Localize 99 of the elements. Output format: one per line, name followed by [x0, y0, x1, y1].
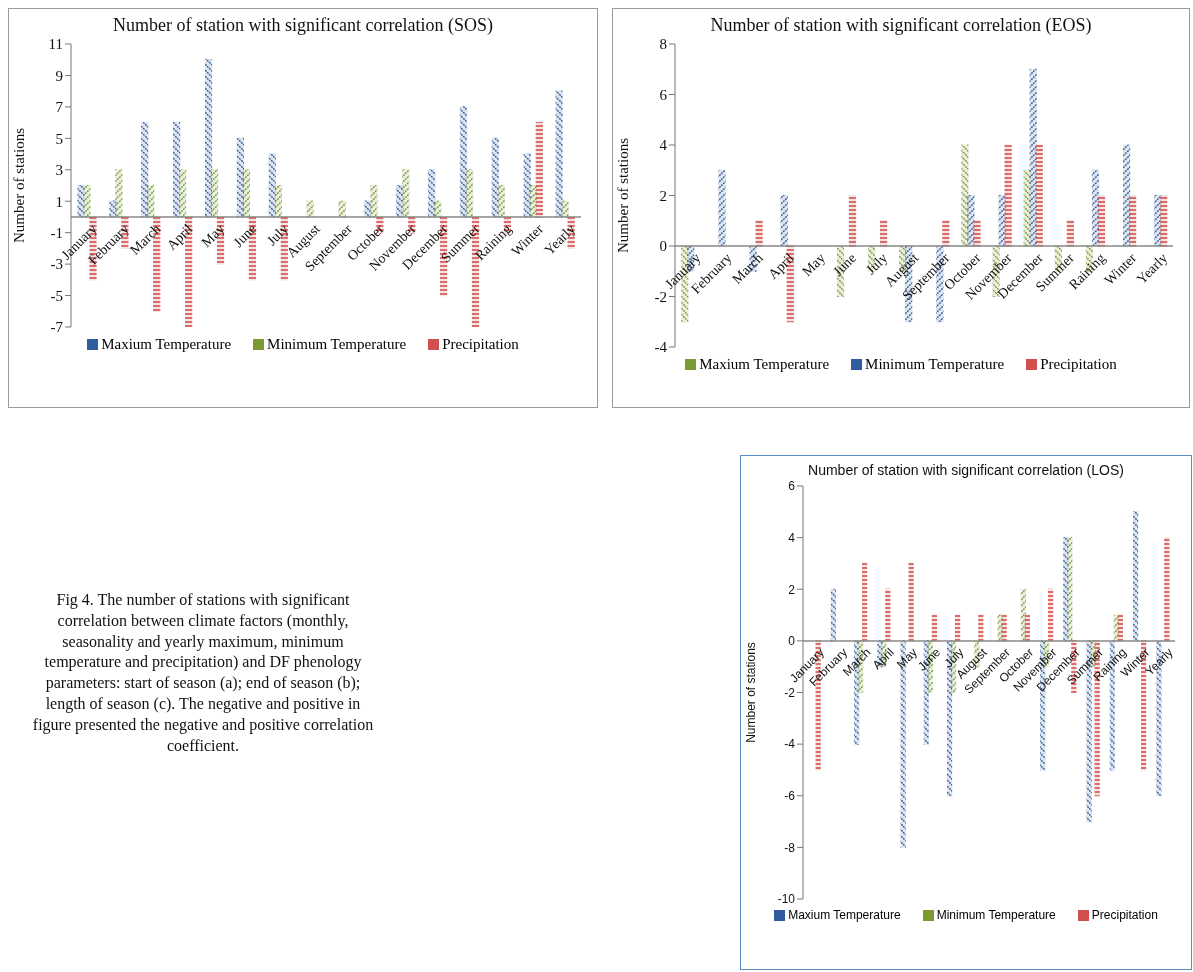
bar — [1001, 614, 1007, 642]
y-tick-label: -3 — [50, 256, 63, 273]
x-tick-label: May — [198, 221, 228, 250]
y-tick-label: 11 — [48, 36, 63, 53]
bar — [555, 90, 563, 218]
chart-title: Number of station with significant correlation (LOS) — [807, 462, 1125, 478]
legend-label: Maxium Temperature — [699, 356, 830, 373]
bar — [1024, 614, 1030, 642]
bar — [141, 122, 149, 218]
bar — [497, 184, 505, 218]
legend-label: Maxium Temperature — [101, 336, 232, 353]
bar — [1097, 194, 1106, 247]
x-tick-label: May — [799, 250, 828, 280]
bar — [338, 200, 346, 218]
bar — [83, 184, 91, 218]
y-tick-label: 0 — [659, 238, 667, 255]
bar — [1035, 144, 1043, 247]
bar — [755, 220, 763, 247]
bar — [274, 184, 282, 218]
chart-title: Number of station with significant correlation (EOS) — [709, 15, 1093, 36]
bar — [830, 588, 836, 642]
bar — [1133, 511, 1139, 642]
bar — [885, 588, 891, 642]
x-tick-label: June — [230, 221, 260, 250]
y-tick-label: 4 — [659, 137, 668, 154]
bar — [1129, 194, 1137, 247]
y-tick-label: 9 — [55, 67, 63, 84]
y-tick-label: -2 — [784, 685, 796, 700]
bar — [306, 200, 314, 218]
bar — [973, 220, 981, 247]
bar — [210, 169, 219, 218]
x-tick-label: July — [863, 250, 891, 278]
y-tick-label: -2 — [654, 288, 667, 305]
bar — [1066, 220, 1074, 247]
bar — [1004, 144, 1012, 247]
bar — [561, 200, 569, 218]
y-axis-title: Number of stations — [11, 127, 28, 243]
y-tick-label: -7 — [50, 319, 64, 336]
bar — [491, 137, 499, 218]
bar — [1123, 144, 1131, 247]
chart-title: Number of station with significant correlation (SOS) — [112, 15, 494, 36]
y-tick-label: -5 — [50, 287, 63, 304]
bar — [147, 184, 155, 218]
bar — [908, 562, 914, 642]
y-tick-label: -4 — [784, 737, 796, 752]
bar — [179, 169, 187, 218]
legend-label: Minimum Temperature — [936, 908, 1056, 922]
y-tick-label: 7 — [55, 99, 64, 116]
bar — [848, 194, 857, 247]
y-tick-label: 0 — [788, 634, 796, 649]
y-tick-label: 2 — [788, 582, 796, 597]
y-tick-label: 2 — [659, 187, 667, 204]
y-tick-label: -6 — [784, 789, 796, 804]
x-tick-label: June — [830, 250, 860, 280]
legend-label: Precipitation — [1091, 908, 1158, 922]
y-tick-label: 4 — [788, 530, 796, 545]
y-tick-label: -4 — [654, 339, 668, 356]
bar — [718, 169, 726, 247]
bar — [459, 106, 468, 218]
bar — [931, 614, 937, 642]
bar — [942, 220, 950, 247]
y-tick-label: -10 — [777, 892, 796, 907]
y-axis-title: Number of stations — [615, 137, 632, 253]
bar — [428, 169, 436, 218]
bar — [370, 184, 378, 218]
y-tick-label: 8 — [659, 36, 667, 53]
legend-label: Maxium Temperature — [788, 908, 901, 922]
bar — [1160, 194, 1168, 247]
bar — [115, 169, 123, 218]
bar — [978, 614, 984, 642]
bar — [1117, 614, 1123, 642]
y-tick-label: -1 — [50, 224, 63, 241]
legend-label: Precipitation — [1040, 356, 1117, 373]
bar — [242, 169, 250, 218]
bar — [402, 169, 410, 218]
y-axis-title: Number of stations — [744, 642, 759, 743]
caption: Fig 4. The number of stations with significant correlation between climate factors (monthly, seasonality and yearly maximum, minimum temperature and precipitation) and DF phenology parameters: start of season (a); end of season (b); length of season (c). The negative and positive in figure presented the negative and positive correlation coefficient. — [31, 590, 375, 756]
y-tick-label: 6 — [659, 86, 668, 103]
bar — [535, 122, 543, 218]
bar — [955, 614, 961, 642]
y-tick-label: 5 — [55, 130, 63, 147]
bar — [1164, 537, 1170, 642]
y-tick-label: 1 — [55, 193, 63, 210]
y-tick-label: 3 — [55, 162, 63, 179]
y-tick-label: 6 — [788, 479, 796, 494]
bar — [1067, 537, 1073, 642]
bar — [780, 194, 788, 247]
bar — [961, 144, 969, 247]
bar — [862, 562, 868, 642]
bar — [1048, 588, 1054, 642]
bar — [465, 169, 474, 218]
legend-label: Minimum Temperature — [267, 336, 407, 353]
y-tick-label: -8 — [784, 840, 796, 855]
bar — [880, 220, 888, 247]
x-tick-label: July — [263, 221, 292, 249]
bar — [204, 59, 213, 218]
legend-label: Precipitation — [442, 336, 519, 353]
legend-label: Minimum Temperature — [865, 356, 1005, 373]
bar — [967, 194, 975, 247]
